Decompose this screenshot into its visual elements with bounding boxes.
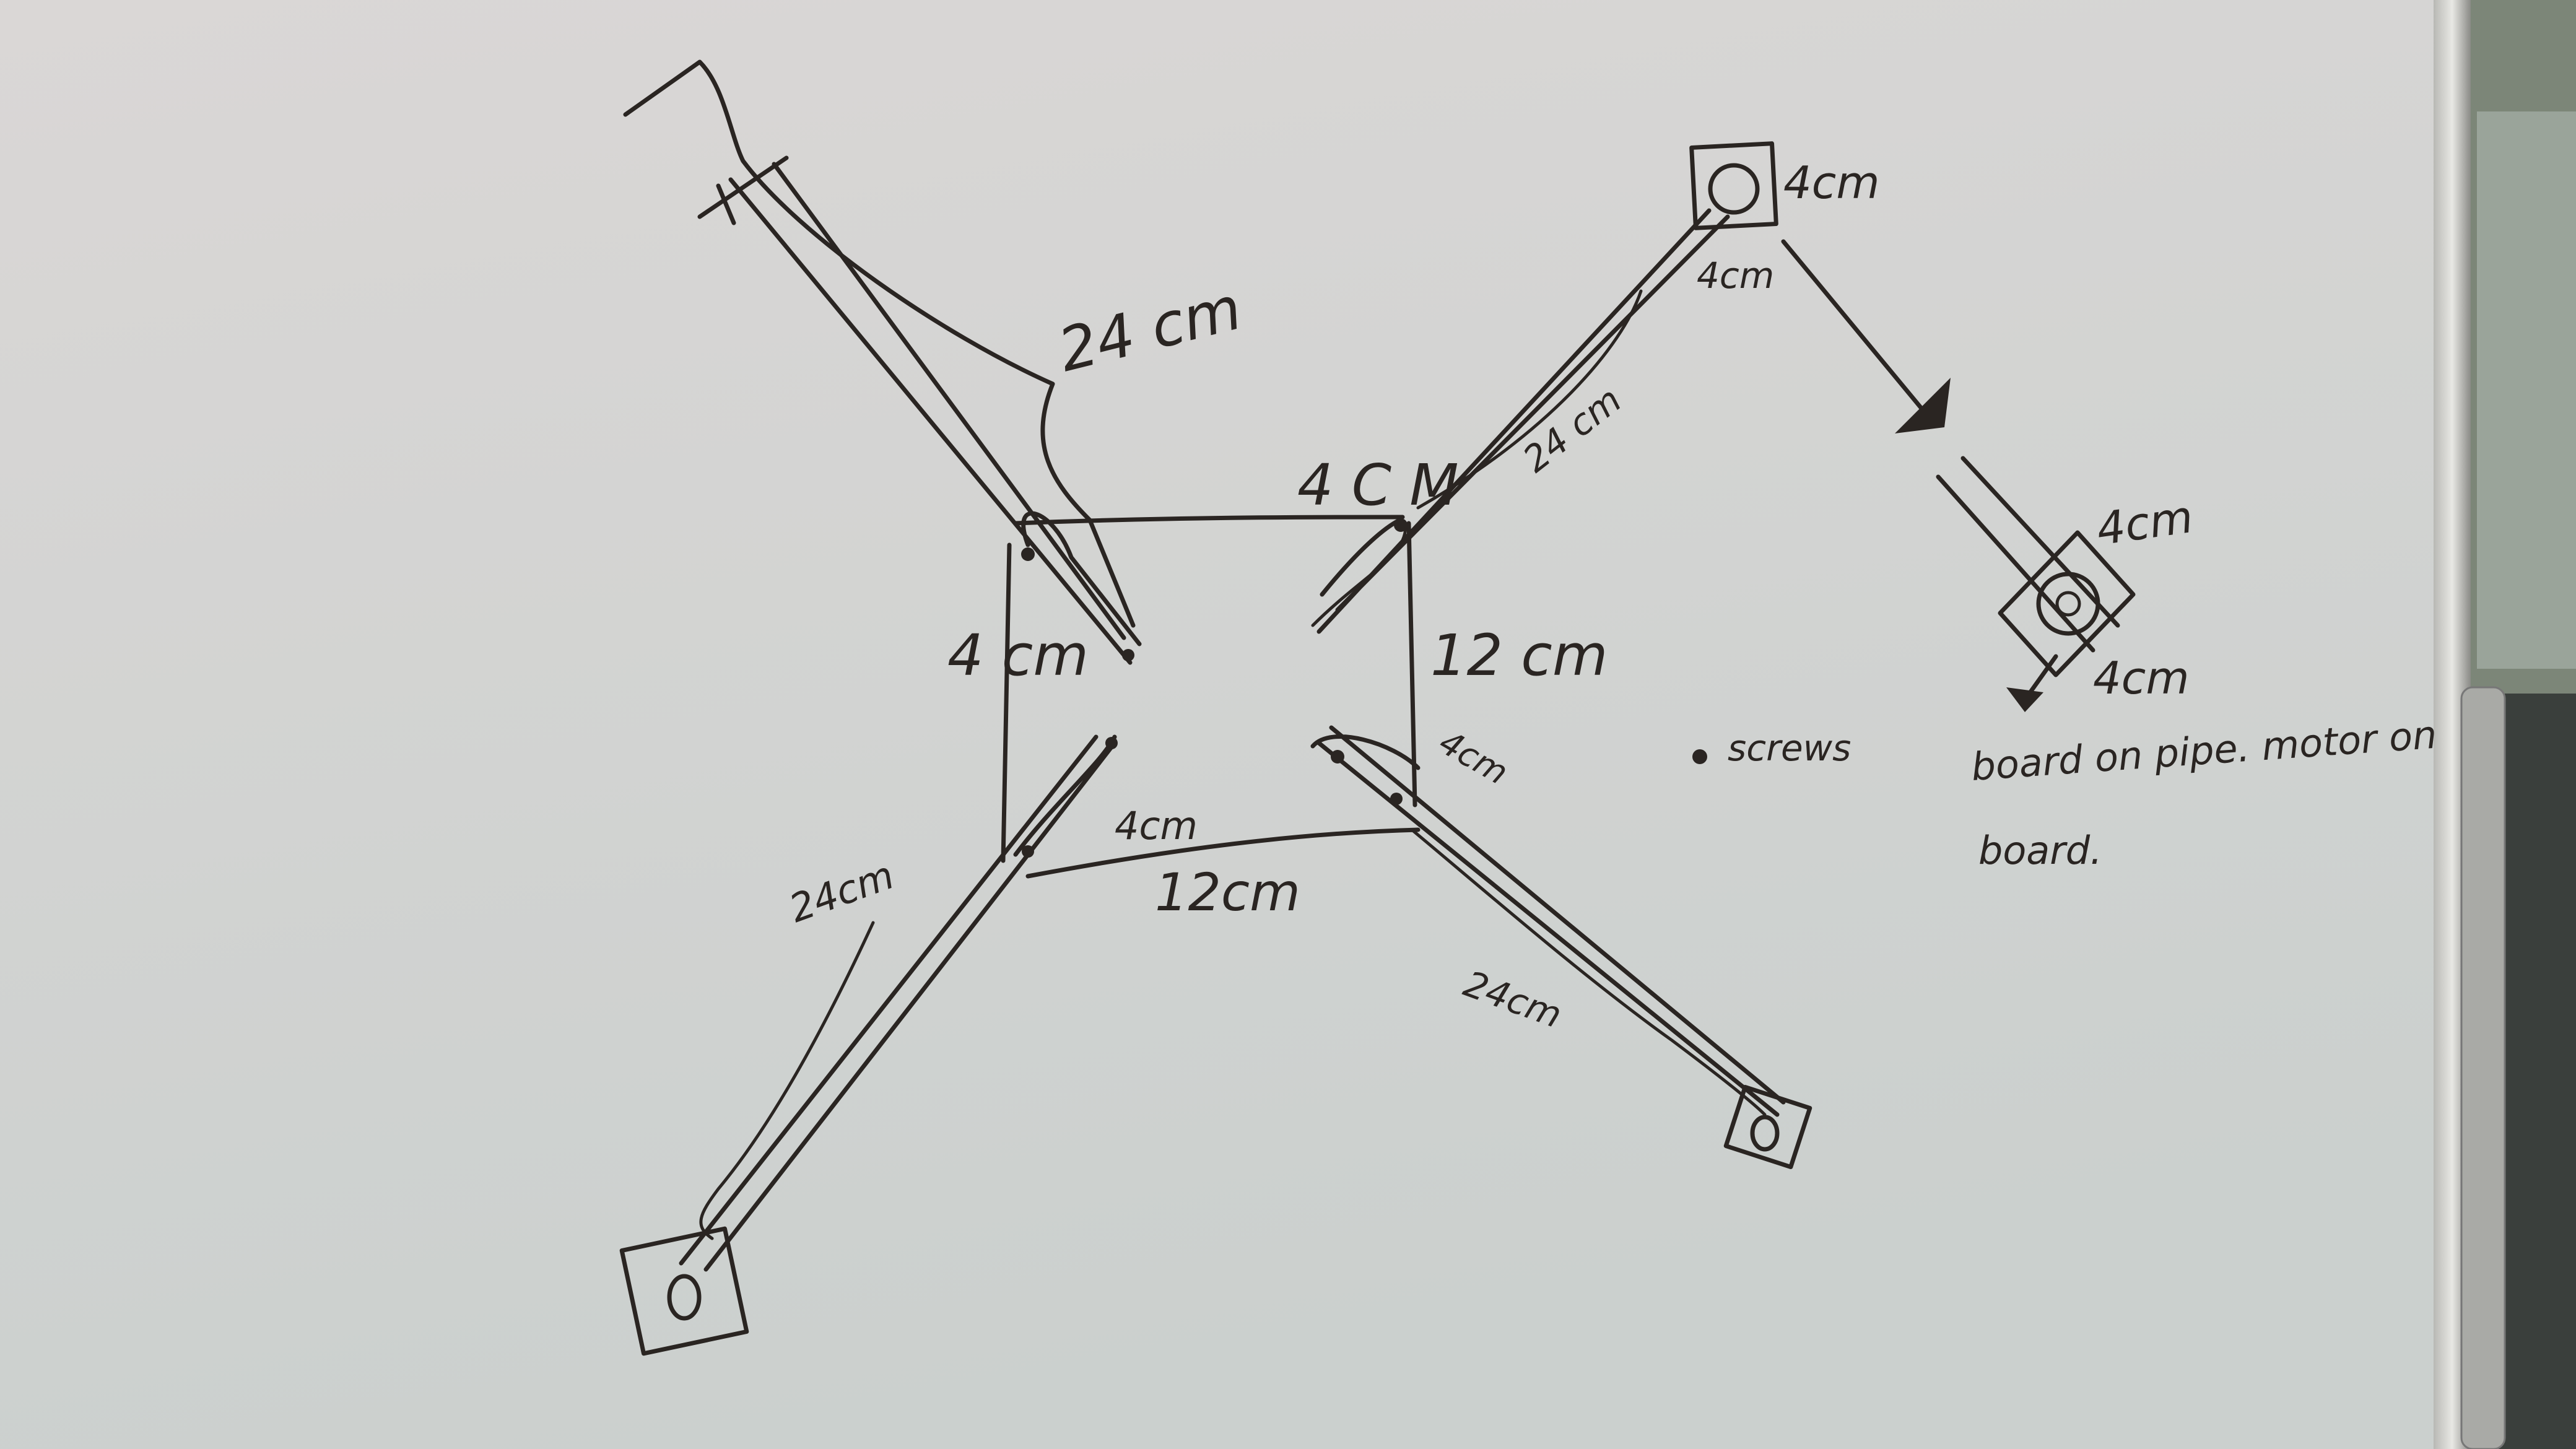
frame-left-edge — [1001, 542, 1012, 863]
screw-dot — [1390, 793, 1403, 805]
label-detail-bottom: 4cm — [2093, 652, 2190, 704]
detail-down-arrow-head — [2006, 687, 2043, 712]
label-top-center: 4 C M — [1297, 452, 1459, 518]
detail-motor — [2036, 572, 2100, 636]
frame-right-edge — [1406, 521, 1417, 807]
label-bottom-left-corner: 4cm — [1115, 803, 1198, 848]
screw-dot — [1105, 737, 1118, 749]
frame-bottom-edge — [1025, 827, 1421, 879]
motor-bottom-right — [1750, 1115, 1780, 1152]
screw-dot — [1122, 649, 1134, 661]
top-right-bracket — [1311, 289, 1643, 627]
screw-dot — [1022, 845, 1034, 858]
detail-board — [1998, 530, 2136, 677]
label-motor-mount-bottom: 4cm — [1697, 255, 1774, 297]
detail-motor-core — [2055, 591, 2081, 617]
label-right-side: 12 cm — [1430, 622, 1608, 689]
screw-dot — [1021, 547, 1035, 561]
motor-mount-bottom-right — [1723, 1084, 1812, 1170]
detail-pipe — [1936, 456, 2120, 653]
marker-tray — [2460, 686, 2506, 1449]
screw-dot — [1331, 750, 1344, 764]
motor-bottom-left — [667, 1274, 702, 1321]
background-window — [2477, 111, 2576, 669]
motor-mount-top-right — [1689, 141, 1778, 230]
detail-arrow-head — [1895, 378, 1951, 433]
top-left-crossbar — [697, 155, 789, 225]
frame-top-edge — [1013, 515, 1405, 526]
label-bottom-side: 12cm — [1155, 862, 1300, 923]
detail-arrow — [1781, 239, 1934, 424]
bottom-right-arm — [1310, 725, 1786, 1117]
top-left-arm — [728, 162, 1142, 665]
label-screws-legend: screws — [1728, 727, 1851, 769]
label-left-side: 4 cm — [947, 622, 1089, 689]
whiteboard-surface — [0, 0, 2440, 1449]
top-left-paddle — [623, 59, 1136, 628]
label-motor-mount-right: 4cm — [1783, 157, 1880, 209]
motor-mount-bottom-left — [619, 1226, 749, 1356]
bottom-right-bracket — [1410, 828, 1767, 1116]
legend-screw-dot — [1692, 749, 1707, 764]
bottom-left-bracket — [699, 921, 875, 1240]
motor-top-right — [1708, 163, 1760, 215]
note-line-2: board. — [1978, 828, 2102, 873]
screw-dot — [1394, 518, 1408, 532]
